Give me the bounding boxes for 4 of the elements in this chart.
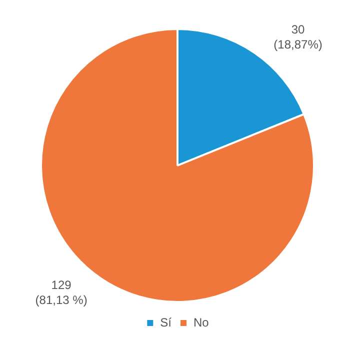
data-label: 30 (18,87%) — [274, 22, 322, 52]
legend-label: Sí — [160, 315, 172, 330]
data-label: 129 (81,13 %) — [35, 278, 88, 308]
legend-label: No — [194, 315, 210, 330]
